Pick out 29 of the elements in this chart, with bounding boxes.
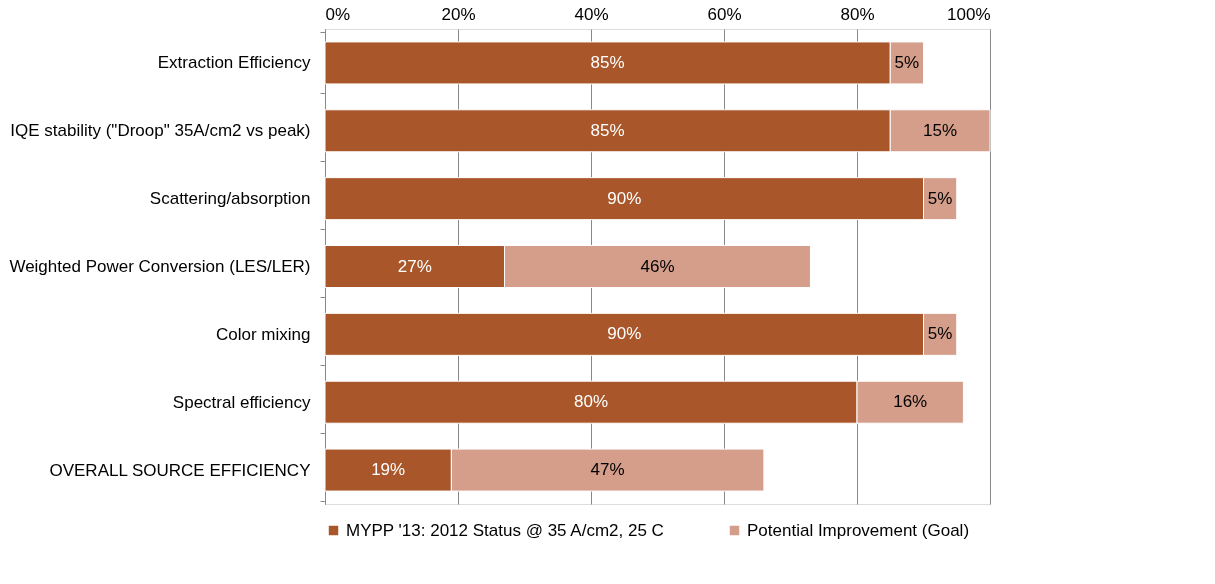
x-tick-label: 40% — [574, 4, 609, 24]
data-label: 19% — [371, 460, 406, 480]
x-tick-label: 100% — [947, 4, 991, 24]
x-tick-label: 80% — [840, 4, 875, 24]
legend-label: MYPP '13: 2012 Status @ 35 A/cm2, 25 C — [346, 520, 664, 540]
data-label: 85% — [590, 52, 625, 72]
x-tick-label: 60% — [707, 4, 742, 24]
data-label: 47% — [590, 460, 625, 480]
data-label: 90% — [607, 324, 642, 344]
y-tick-label: Extraction Efficiency — [157, 53, 311, 73]
data-label: 5% — [927, 188, 953, 208]
data-label: 90% — [607, 188, 642, 208]
x-tick-label: 0% — [325, 4, 351, 24]
data-label: 5% — [927, 324, 953, 344]
data-label: 15% — [923, 120, 958, 140]
data-label: 27% — [397, 256, 432, 276]
data-label: 80% — [573, 392, 609, 412]
y-tick-label: Weighted Power Conversion (LES/LER) — [9, 257, 311, 276]
y-tick-label: IQE stability ("Droop" 35A/cm2 vs peak) — [10, 121, 311, 141]
data-label: 16% — [893, 392, 928, 412]
y-tick-label: Spectral efficiency — [172, 392, 311, 412]
data-label: 46% — [640, 256, 675, 276]
data-label: 85% — [590, 120, 625, 140]
legend-label: Potential Improvement (Goal) — [747, 520, 970, 540]
y-tick-label: Color mixing — [216, 324, 311, 344]
y-tick-label: Scattering/absorption — [149, 189, 311, 209]
y-tick-label: OVERALL SOURCE EFFICIENCY — [49, 460, 311, 480]
data-label: 5% — [894, 52, 920, 72]
x-tick-label: 20% — [441, 4, 476, 24]
